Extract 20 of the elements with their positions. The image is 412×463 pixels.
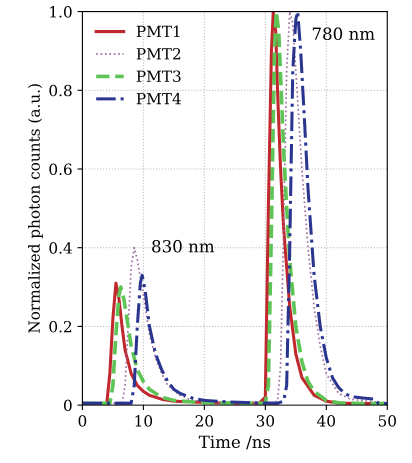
y-tick-label: 0.8 (49, 84, 72, 96)
y-tick-label: 1.0 (50, 6, 72, 18)
x-axis-title: Time /ns (198, 436, 270, 450)
x-tick-label: 30 (256, 415, 274, 427)
y-tick-label: 0.4 (49, 242, 72, 254)
x-tick-label: 20 (196, 415, 214, 427)
annotation: 780 nm (312, 27, 375, 40)
y-tick-label: 0 (64, 400, 72, 412)
y-axis-title: Normalized photon counts (a.u.) (28, 84, 43, 333)
x-tick-label: 40 (317, 415, 336, 427)
x-tick-label: 10 (136, 415, 152, 427)
y-tick-label: 0.2 (49, 320, 72, 332)
y-tick-label: 0.6 (49, 163, 72, 176)
legend-label: PMT2 (136, 48, 180, 60)
x-tick-label: 50 (378, 415, 396, 427)
x-tick-label: 0 (78, 415, 86, 427)
legend-label: PMT3 (136, 70, 181, 82)
annotation: 830 nm (152, 240, 214, 253)
legend-label: PMT4 (136, 92, 181, 104)
legend-label: PMT1 (136, 26, 180, 37)
